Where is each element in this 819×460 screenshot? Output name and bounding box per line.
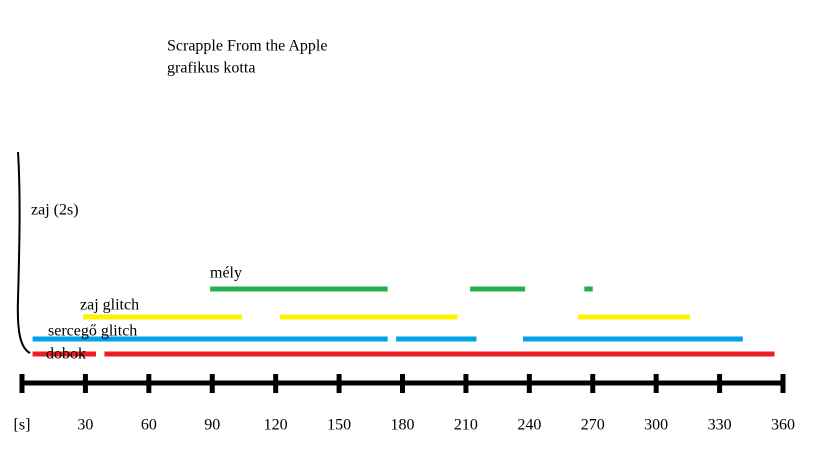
x-tick-label: 270 bbox=[581, 417, 605, 434]
x-tick-label: 60 bbox=[141, 417, 157, 434]
x-tick-label: 180 bbox=[391, 417, 415, 434]
x-tick-label: 90 bbox=[204, 417, 220, 434]
chart-subtitle: grafikus kotta bbox=[167, 60, 255, 77]
x-tick-label: 330 bbox=[708, 417, 732, 434]
x-tick-label: 240 bbox=[517, 417, 541, 434]
x-tick-label: 300 bbox=[644, 417, 668, 434]
x-tick-label: [s] bbox=[14, 417, 31, 434]
x-tick-label: 30 bbox=[77, 417, 93, 434]
x-tick-label: 120 bbox=[264, 417, 288, 434]
chart-title: Scrapple From the Apple bbox=[167, 38, 327, 55]
annotation: zaj (2s) bbox=[31, 202, 79, 219]
x-tick-label: 150 bbox=[327, 417, 351, 434]
x-tick-label: 360 bbox=[771, 417, 795, 434]
series-label: dobok bbox=[46, 346, 86, 363]
noise-marker bbox=[16, 151, 31, 354]
x-tick-label: 210 bbox=[454, 417, 478, 434]
series-label: zaj glitch bbox=[80, 297, 139, 314]
series-label: mély bbox=[210, 265, 242, 282]
series-label: sercegő glitch bbox=[48, 323, 137, 340]
